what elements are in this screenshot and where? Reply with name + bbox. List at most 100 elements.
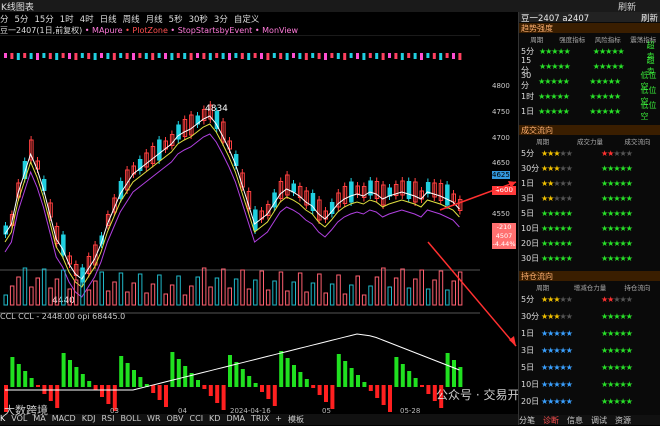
marker-bar bbox=[151, 53, 154, 60]
ccl-bar bbox=[324, 385, 328, 402]
legend-plotzone[interactable]: • PlotZone bbox=[125, 26, 168, 35]
period-tab[interactable]: 日线 bbox=[100, 13, 117, 24]
panel-tab[interactable]: 调试 bbox=[591, 415, 607, 425]
panel-tab[interactable]: 资源 bbox=[615, 415, 631, 425]
marker-bar bbox=[10, 53, 13, 59]
arrow-line-down bbox=[428, 242, 516, 346]
period-tab[interactable]: 1时 bbox=[60, 13, 74, 24]
indicator-tab[interactable]: RSI bbox=[101, 414, 114, 425]
volume-row[interactable]: 30日★★★★★★★★★★ bbox=[519, 251, 660, 265]
volume-stars: ★★★★★ bbox=[541, 254, 601, 263]
trend-row[interactable]: 5分★★★★★★★★★★超卖 bbox=[519, 44, 660, 58]
indicator-tab[interactable]: TRIX bbox=[251, 414, 269, 425]
marker-bar bbox=[81, 53, 84, 58]
marker-bar bbox=[4, 53, 7, 58]
volume-bar bbox=[177, 276, 181, 305]
period-label: 10日 bbox=[519, 223, 541, 234]
marker-bar bbox=[260, 53, 263, 59]
volume-bar bbox=[401, 269, 405, 305]
indicator-tab[interactable]: BOLL bbox=[120, 414, 141, 425]
volume-bar bbox=[362, 295, 366, 305]
trend-row[interactable]: 15分★★★★★★★★★★超卖 bbox=[519, 59, 660, 73]
marker-bar bbox=[94, 53, 97, 60]
marker-bar bbox=[330, 53, 333, 58]
period-tab[interactable]: 3分 bbox=[214, 13, 228, 24]
marker-bar bbox=[17, 53, 20, 60]
volume-bar bbox=[279, 272, 283, 305]
marker-bar bbox=[362, 53, 365, 60]
indicator-tab[interactable]: 模板 bbox=[288, 414, 304, 425]
marker-bar bbox=[375, 53, 378, 59]
position-row[interactable]: 10日★★★★★★★★★★ bbox=[519, 377, 660, 391]
position-row[interactable]: 30分★★★★★★★★★★ bbox=[519, 309, 660, 323]
position-row[interactable]: 5分★★★★★★★★★★ bbox=[519, 292, 660, 306]
ccl-bar bbox=[177, 359, 181, 387]
ccl-bar bbox=[407, 371, 411, 387]
volume-row[interactable]: 30分★★★★★★★★★★ bbox=[519, 161, 660, 175]
volume-stars: ★★★★★ bbox=[541, 239, 601, 248]
period-tab[interactable]: 15分 bbox=[34, 13, 53, 24]
marker-bar bbox=[414, 53, 417, 59]
volume-bar bbox=[151, 284, 155, 305]
volume-row[interactable]: 3日★★★★★★★★★★ bbox=[519, 191, 660, 205]
period-tab[interactable]: 5分 bbox=[15, 13, 29, 24]
period-tab[interactable]: 4时 bbox=[80, 13, 94, 24]
trend-row[interactable]: 1时★★★★★★★★★★低位空 bbox=[519, 89, 660, 103]
section-volume-flow[interactable]: 成交流向 bbox=[519, 125, 660, 135]
ccl-bar bbox=[298, 372, 302, 387]
indicator-tab[interactable]: KD bbox=[209, 414, 220, 425]
volume-bar bbox=[350, 285, 354, 305]
marker-bar bbox=[23, 53, 26, 58]
position-row[interactable]: 1日★★★★★★★★★★ bbox=[519, 326, 660, 340]
ccl-bar bbox=[196, 380, 200, 387]
panel-tab[interactable]: 信息 bbox=[567, 415, 583, 425]
position-stars: ★★★★★ bbox=[541, 363, 601, 372]
indicator-tab[interactable]: CCI bbox=[190, 414, 204, 425]
period-tab[interactable]: 自定义 bbox=[234, 13, 260, 24]
period-tab[interactable]: 30秒 bbox=[189, 13, 208, 24]
period-tab[interactable]: 分 bbox=[0, 13, 9, 24]
trend-row[interactable]: 1日★★★★★★★★★★低位空 bbox=[519, 104, 660, 118]
volume-row[interactable]: 5日★★★★★★★★★★ bbox=[519, 206, 660, 220]
indicator-tab[interactable]: DMA bbox=[226, 414, 245, 425]
section-trend[interactable]: 趋势强度 bbox=[519, 23, 660, 33]
period-tab[interactable]: 周线 bbox=[123, 13, 140, 24]
volume-row[interactable]: 10日★★★★★★★★★★ bbox=[519, 221, 660, 235]
position-flow-stars: ★★★★★ bbox=[601, 397, 660, 406]
volume-bar bbox=[228, 288, 232, 305]
column-header: 持仓流向 bbox=[614, 282, 660, 291]
legend-mapure[interactable]: • MApure bbox=[85, 26, 123, 35]
marker-bar bbox=[126, 53, 129, 59]
indicator-tab[interactable]: + bbox=[275, 414, 282, 425]
ccl-bar bbox=[311, 385, 315, 388]
period-label: 1日 bbox=[519, 106, 538, 117]
panel-tab[interactable]: 分笔 bbox=[519, 415, 535, 425]
section-position-flow[interactable]: 持仓流向 bbox=[519, 271, 660, 281]
position-row[interactable]: 20日★★★★★★★★★★ bbox=[519, 394, 660, 408]
position-row[interactable]: 5日★★★★★★★★★★ bbox=[519, 360, 660, 374]
column-header: 周期 bbox=[519, 136, 566, 145]
trend-row[interactable]: 30分★★★★★★★★★★低位空 bbox=[519, 74, 660, 88]
risk-stars: ★★★★★ bbox=[589, 77, 640, 86]
indicator-tab[interactable]: MACD bbox=[52, 414, 76, 425]
period-tab[interactable]: 5秒 bbox=[169, 13, 183, 24]
ccl-bar bbox=[343, 361, 347, 387]
position-row[interactable]: 3日★★★★★★★★★★ bbox=[519, 343, 660, 357]
volume-row[interactable]: 1日★★★★★★★★★★ bbox=[519, 176, 660, 190]
panel-tab[interactable]: 诊断 bbox=[543, 415, 559, 425]
indicator-tab[interactable]: WR bbox=[147, 414, 160, 425]
volume-bar bbox=[330, 284, 334, 305]
volume-row[interactable]: 20日★★★★★★★★★★ bbox=[519, 236, 660, 250]
volume-bar bbox=[113, 282, 117, 305]
marker-bar bbox=[458, 53, 461, 60]
ccl-bar bbox=[119, 356, 123, 387]
volume-bar bbox=[305, 292, 309, 305]
legend-monview[interactable]: • MonView bbox=[255, 26, 298, 35]
period-tab[interactable]: 月线 bbox=[146, 13, 163, 24]
volume-bar bbox=[202, 268, 206, 305]
legend-stopstarts[interactable]: • StopStartsbyEvent bbox=[170, 26, 252, 35]
indicator-tab[interactable]: KDJ bbox=[82, 414, 96, 425]
indicator-tab[interactable]: OBV bbox=[167, 414, 184, 425]
volume-row[interactable]: 5分★★★★★★★★★★ bbox=[519, 146, 660, 160]
